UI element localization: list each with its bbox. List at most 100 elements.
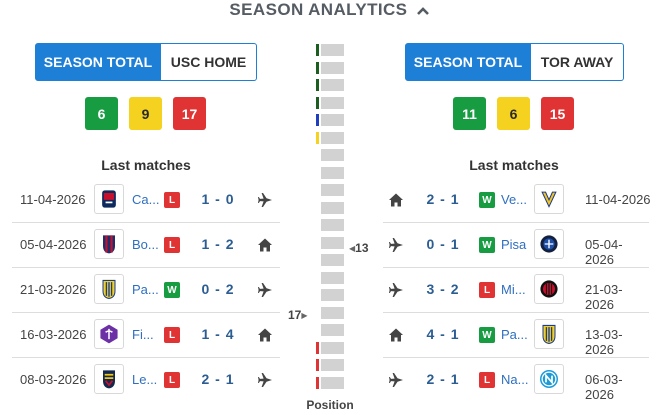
section-title[interactable]: SEASON ANALYTICS xyxy=(0,0,658,22)
plane-icon xyxy=(257,372,273,388)
opponent-name[interactable]: Fi... xyxy=(132,327,154,342)
match-score[interactable]: 0 - 1 xyxy=(426,236,460,252)
plane-icon xyxy=(388,282,404,298)
napoli-crest xyxy=(534,364,564,394)
match-row[interactable]: 13-03-2026 Pa... W 4 - 1 xyxy=(383,313,651,357)
match-date: 11-04-2026 xyxy=(20,192,86,207)
match-score[interactable]: 1 - 2 xyxy=(201,236,235,252)
match-score[interactable]: 1 - 0 xyxy=(201,191,235,207)
parma-crest xyxy=(94,274,124,304)
result-badge: W xyxy=(164,282,180,298)
home-icon xyxy=(257,237,273,253)
zone-marker xyxy=(316,114,319,126)
home-team-position: 17▶ xyxy=(288,308,308,322)
match-score[interactable]: 2 - 1 xyxy=(426,191,460,207)
away-only-button[interactable]: TOR AWAY xyxy=(531,43,624,81)
home-icon xyxy=(388,327,404,343)
pisa-crest xyxy=(534,229,564,259)
position-cell xyxy=(321,131,344,144)
opponent-name[interactable]: Pa... xyxy=(132,282,159,297)
position-cell xyxy=(321,359,344,371)
match-score[interactable]: 1 - 4 xyxy=(201,326,235,342)
match-row[interactable]: 05-04-2026 Pisa W 0 - 1 xyxy=(383,223,651,267)
match-row[interactable]: 16-03-2026 Fi... L 1 - 4 xyxy=(12,313,282,357)
result-badge: L xyxy=(479,372,495,388)
result-badge: L xyxy=(164,327,180,343)
opponent-name[interactable]: Pisa xyxy=(501,237,527,252)
position-cell xyxy=(321,201,344,214)
match-row[interactable]: 08-03-2026 Le... L 2 - 1 xyxy=(12,358,282,402)
opponent-name[interactable]: Na... xyxy=(501,372,529,387)
zone-marker xyxy=(316,376,319,389)
row-divider xyxy=(383,222,649,223)
opponent-name[interactable]: Mi... xyxy=(501,282,526,297)
fiorentina-crest xyxy=(94,319,124,349)
left-arrow-icon: ◀ xyxy=(349,244,356,253)
match-score[interactable]: 2 - 1 xyxy=(426,371,460,387)
opponent-name[interactable]: Ca... xyxy=(132,192,160,207)
match-date: 13-03-2026 xyxy=(585,327,623,357)
match-row[interactable]: 11-04-2026 Ve... W 2 - 1 xyxy=(383,178,651,222)
row-divider xyxy=(12,357,280,358)
match-date: 21-03-2026 xyxy=(585,282,623,312)
result-badge: L xyxy=(479,282,495,298)
match-row[interactable]: 21-03-2026 Mi... L 3 - 2 xyxy=(383,268,651,312)
section-title-text: SEASON ANALYTICS xyxy=(229,0,408,19)
position-cell xyxy=(321,341,344,354)
opponent-name[interactable]: Pa... xyxy=(501,327,528,342)
row-divider xyxy=(383,312,649,313)
milan-crest xyxy=(534,274,564,304)
result-badge: L xyxy=(164,237,180,253)
away-toggle-group: SEASON TOTAL TOR AWAY xyxy=(405,43,624,81)
match-row[interactable]: 21-03-2026 Pa... W 0 - 2 xyxy=(12,268,282,312)
match-row[interactable]: 11-04-2026 Ca... L 1 - 0 xyxy=(12,178,282,222)
position-cell xyxy=(321,79,344,91)
match-date: 05-04-2026 xyxy=(20,237,87,252)
match-date: 06-03-2026 xyxy=(585,372,623,402)
right-arrow-icon: ▶ xyxy=(301,311,308,320)
chevron-up-icon xyxy=(416,7,429,15)
opponent-name[interactable]: Le... xyxy=(132,372,158,387)
match-score[interactable]: 0 - 2 xyxy=(201,281,235,297)
match-score[interactable]: 3 - 2 xyxy=(426,281,460,297)
opponent-name[interactable]: Ve... xyxy=(501,192,528,207)
home-icon xyxy=(257,327,273,343)
position-cell xyxy=(321,44,344,56)
match-score[interactable]: 2 - 1 xyxy=(201,371,235,387)
plane-icon xyxy=(257,282,273,298)
plane-icon xyxy=(388,237,404,253)
row-divider xyxy=(12,312,280,313)
position-cell xyxy=(321,324,344,336)
zone-marker xyxy=(316,79,319,91)
position-cell xyxy=(321,149,344,161)
home-icon xyxy=(388,192,404,208)
draws-count: 9 xyxy=(129,97,162,130)
season-total-button[interactable]: SEASON TOTAL xyxy=(405,43,531,81)
position-cell xyxy=(321,166,344,179)
plane-icon xyxy=(388,372,404,388)
zone-marker xyxy=(316,44,319,56)
zone-marker xyxy=(316,61,319,74)
opponent-name[interactable]: Bo... xyxy=(132,237,159,252)
position-cell xyxy=(321,114,344,126)
result-badge: W xyxy=(479,192,495,208)
season-total-button[interactable]: SEASON TOTAL xyxy=(35,43,161,81)
position-cell xyxy=(321,61,344,74)
last-matches-title: Last matches xyxy=(469,157,559,173)
zone-marker xyxy=(316,359,319,371)
home-only-button[interactable]: USC HOME xyxy=(161,43,257,81)
result-badge: L xyxy=(164,192,180,208)
row-divider xyxy=(383,267,649,268)
row-divider xyxy=(383,357,649,358)
losses-count: 15 xyxy=(541,97,574,130)
lecce-crest xyxy=(94,364,124,394)
home-toggle-group: SEASON TOTAL USC HOME xyxy=(35,43,257,81)
match-score[interactable]: 4 - 1 xyxy=(426,326,460,342)
match-row[interactable]: 05-04-2026 Bo... L 1 - 2 xyxy=(12,223,282,267)
match-row[interactable]: 06-03-2026 Na... L 2 - 1 xyxy=(383,358,651,402)
match-date: 08-03-2026 xyxy=(20,372,87,387)
plane-icon xyxy=(257,192,273,208)
position-cell xyxy=(321,254,344,266)
away-team-position: ◀13 xyxy=(349,241,369,255)
bologna-crest xyxy=(94,229,124,259)
